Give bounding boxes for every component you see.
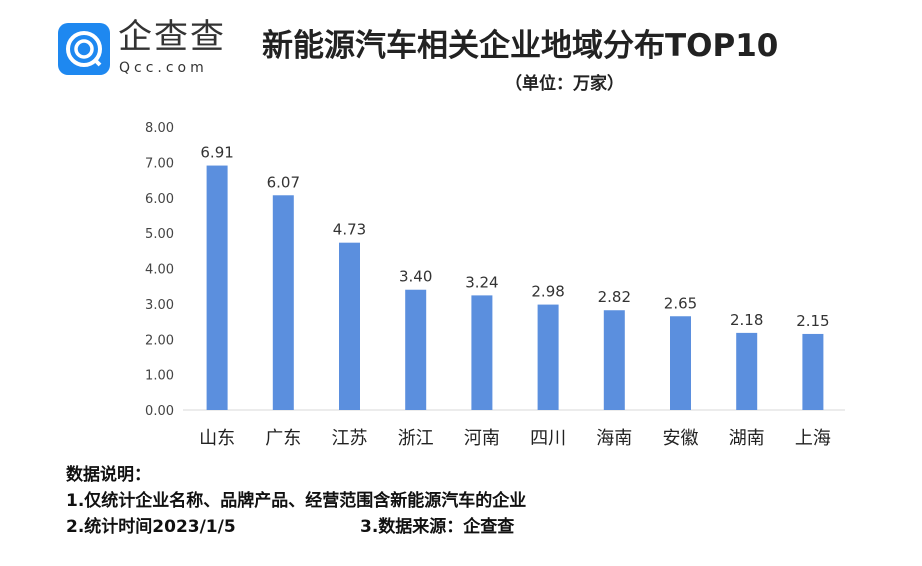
x-tick-label: 广东 — [265, 428, 301, 449]
note-line-1: 1.仅统计企业名称、品牌产品、经营范围含新能源汽车的企业 — [66, 491, 527, 511]
logo-subtext: Qcc.com — [119, 60, 208, 76]
bar — [272, 195, 294, 410]
bar — [670, 316, 691, 410]
note-line-2: 2.统计时间2023/1/5 — [66, 517, 236, 537]
data-label: 2.15 — [796, 312, 829, 330]
x-tick-label: 河南 — [464, 428, 500, 449]
data-label: 6.07 — [267, 173, 300, 191]
y-tick-label: 3.00 — [145, 298, 174, 313]
y-tick-label: 5.00 — [145, 227, 174, 242]
data-label: 4.73 — [333, 221, 366, 239]
x-tick-label: 江苏 — [332, 428, 368, 449]
data-label: 2.18 — [730, 311, 763, 329]
bar — [736, 332, 758, 410]
x-tick-label: 上海 — [795, 428, 831, 449]
notes-heading: 数据说明： — [66, 465, 151, 485]
y-tick-label: 8.00 — [145, 121, 174, 136]
x-tick-label: 山东 — [199, 428, 235, 449]
x-tick-label: 安徽 — [663, 428, 699, 449]
data-label: 2.65 — [664, 294, 697, 312]
y-tick-label: 7.00 — [145, 156, 174, 171]
x-tick-label: 浙江 — [398, 428, 434, 449]
data-label: 3.24 — [465, 273, 498, 291]
logo-text: 企查查 — [118, 17, 226, 57]
data-label: 3.40 — [399, 268, 432, 286]
y-tick-label: 6.00 — [145, 192, 174, 207]
notes: 数据说明： 1.仅统计企业名称、品牌产品、经营范围含新能源汽车的企业 2.统计时… — [66, 462, 526, 540]
bar — [802, 333, 824, 410]
bar — [339, 242, 360, 410]
unit-label: （单位：万家） — [505, 74, 624, 94]
data-label: 6.91 — [200, 144, 233, 162]
bar — [603, 310, 625, 410]
bar — [537, 304, 559, 410]
chart-title: 新能源汽车相关企业地域分布TOP10 — [262, 28, 779, 64]
x-tick-label: 湖南 — [729, 428, 765, 449]
x-tick-label: 海南 — [596, 428, 632, 449]
qcc-logo-icon — [58, 23, 110, 75]
x-tick-label: 四川 — [530, 428, 566, 449]
y-tick-label: 4.00 — [145, 263, 174, 278]
data-label: 2.98 — [531, 283, 564, 301]
y-tick-label: 1.00 — [145, 369, 174, 384]
bar — [206, 165, 228, 410]
bar — [405, 289, 427, 410]
note-line-3: 3.数据来源：企查查 — [360, 517, 515, 537]
y-tick-label: 0.00 — [145, 404, 174, 419]
y-tick-label: 2.00 — [145, 333, 174, 348]
data-label: 2.82 — [598, 288, 631, 306]
bar — [471, 295, 493, 410]
